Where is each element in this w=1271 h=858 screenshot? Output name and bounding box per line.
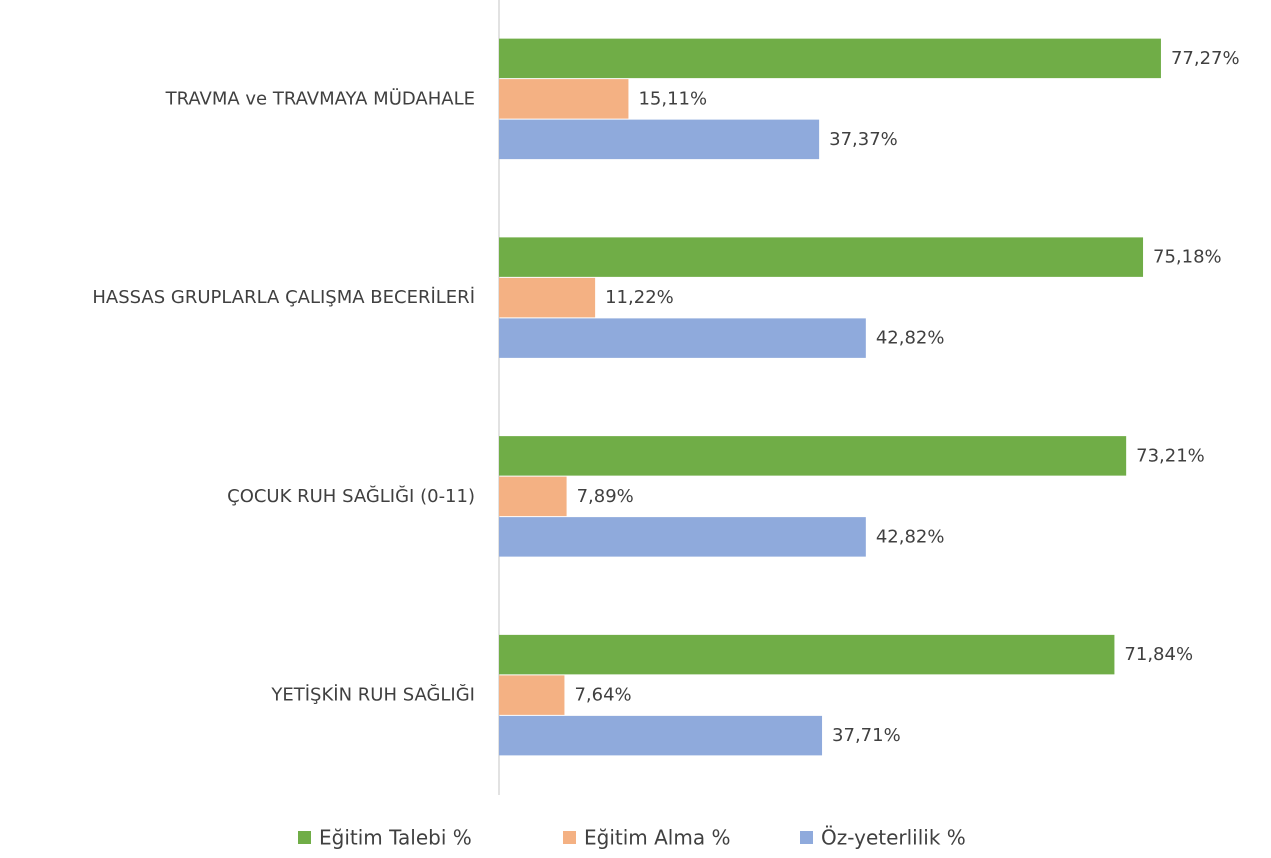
y-tick-label: TRAVMA ve TRAVMAYA MÜDAHALE: [165, 87, 475, 109]
legend-swatch: [800, 831, 813, 844]
bar: [499, 634, 1115, 675]
legend-label: Eğitim Talebi %: [319, 826, 472, 850]
data-label: 73,21%: [1136, 445, 1205, 466]
bar: [499, 119, 820, 160]
legend-swatch: [298, 831, 311, 844]
legend-label: Eğitim Alma %: [584, 826, 730, 850]
data-label: 77,27%: [1171, 48, 1240, 69]
data-label: 11,22%: [605, 287, 674, 308]
legend-swatch: [563, 831, 576, 844]
bar: [499, 318, 866, 358]
data-label: 7,64%: [574, 685, 631, 706]
data-label: 75,18%: [1153, 247, 1222, 268]
data-label: 42,82%: [876, 328, 945, 349]
bar: [499, 237, 1144, 277]
y-tick-label: ÇOCUK RUH SAĞLIĞI (0-11): [227, 485, 475, 507]
bar: [499, 436, 1127, 476]
data-label: 7,89%: [577, 486, 634, 507]
data-label: 37,37%: [829, 129, 898, 150]
data-label: 37,71%: [832, 725, 901, 746]
y-tick-label: HASSAS GRUPLARLA ÇALIŞMA BECERİLERİ: [92, 287, 475, 308]
y-tick-label: YETİŞKİN RUH SAĞLIĞI: [270, 684, 475, 706]
bar: [499, 675, 565, 715]
bar: [499, 476, 567, 517]
bar: [499, 517, 866, 557]
data-label: 71,84%: [1124, 644, 1193, 665]
legend-label: Öz-yeterlilik %: [821, 826, 966, 850]
data-label: 42,82%: [876, 526, 945, 547]
data-label: 15,11%: [638, 88, 707, 109]
bar: [499, 277, 596, 318]
bar: [499, 79, 629, 119]
bar: [499, 715, 823, 756]
bar: [499, 38, 1161, 79]
